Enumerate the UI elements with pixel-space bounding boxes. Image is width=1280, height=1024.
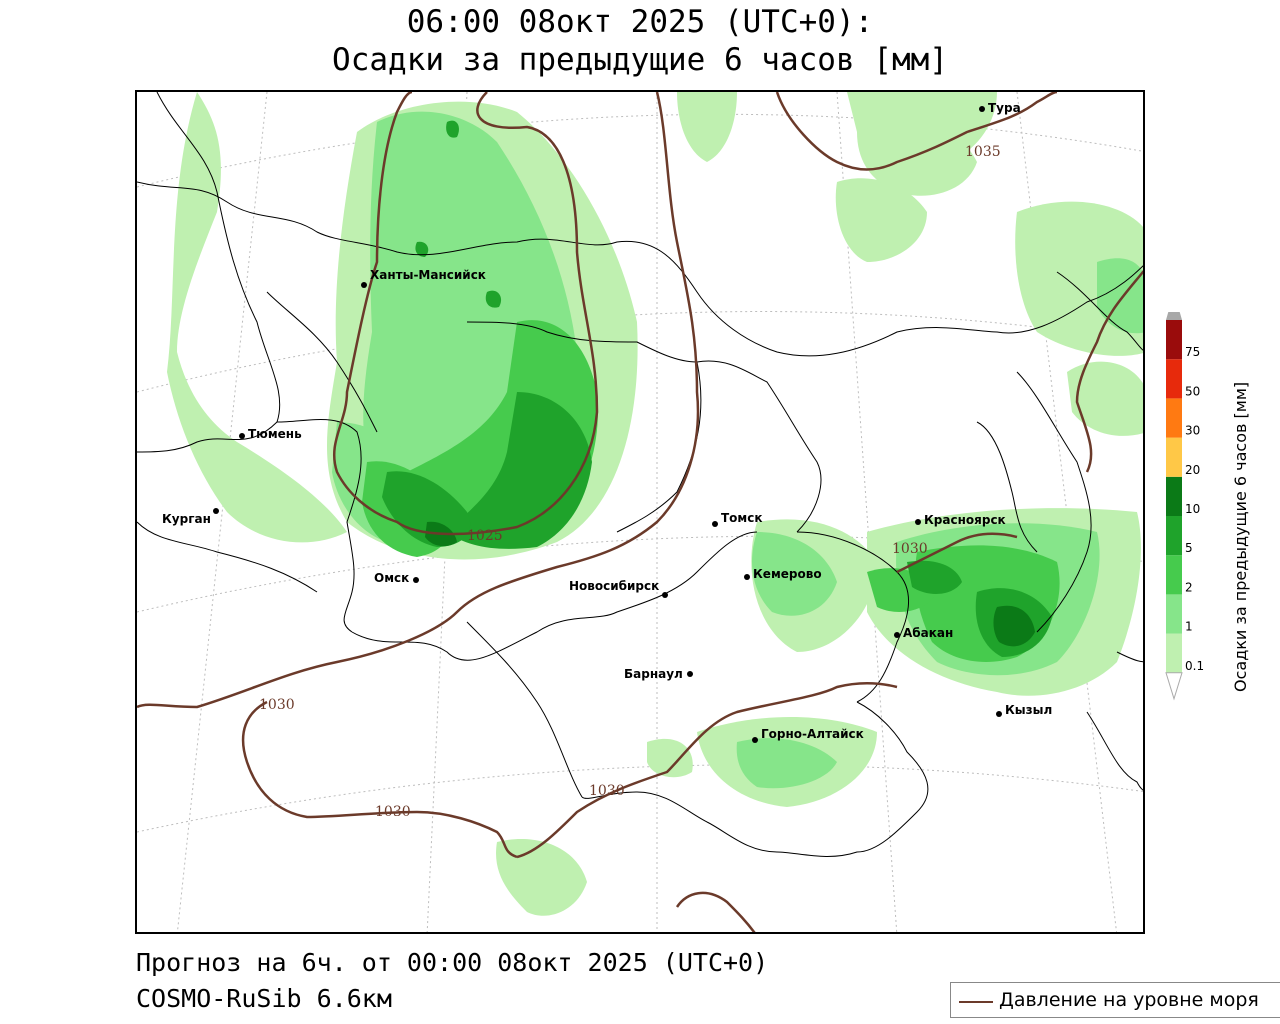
colorbar-tick-label: 30 [1185,424,1200,438]
isobar-labels: 1035 1025 1030 1030 1030 1030 [259,144,1001,820]
colorbar-title: Осадки за предыдущие 6 часов [мм] [1231,382,1250,692]
colorbar-tick-label: 50 [1185,384,1200,398]
colorbar-tick-label: 20 [1185,463,1200,477]
colorbar-block [1166,633,1182,673]
precipitation-field [167,92,1143,916]
colorbar-over-arrow [1166,312,1182,320]
cities: Тура Ханты-Мансийск Тюмень Курган Омск Т… [162,101,1052,743]
colorbar-tick-label: 2 [1185,580,1193,594]
colorbar: 0.1 1 2 5 10 20 30 50 75 [1165,312,1204,701]
city-marker: Курган [162,508,219,526]
isobar-label: 1030 [589,783,625,799]
colorbar-under-arrow [1165,672,1183,701]
region-borders [137,92,1143,857]
isobar-label: 1030 [259,697,295,713]
colorbar-block [1166,516,1182,556]
city-marker: Ханты-Мансийск [361,268,486,288]
city-name: Омск [374,571,409,585]
svg-text:Осадки за предыдущие 6 часов [: Осадки за предыдущие 6 часов [мм] [1231,382,1250,692]
city-marker: Барнаул [624,667,693,681]
colorbar-tick-label: 0.1 [1185,659,1204,673]
colorbar-block [1166,476,1182,516]
city-name: Ханты-Мансийск [370,268,486,282]
isobar-label: 1030 [892,541,928,557]
isobar-label: 1025 [467,528,503,544]
city-marker: Новосибирск [569,579,668,598]
city-name: Тюмень [248,427,302,441]
precipitation-map: 1035 1025 1030 1030 1030 1030 Тура Ханты… [135,90,1145,934]
forecast-info: Прогноз на 6ч. от 00:00 08окт 2025 (UTC+… [136,948,769,977]
city-name: Красноярск [924,513,1006,527]
city-marker: Тюмень [239,427,302,441]
pressure-legend: Давление на уровне моря [950,982,1280,1018]
city-name: Кызыл [1005,703,1052,717]
city-name: Тура [988,101,1021,115]
colorbar-block [1166,437,1182,477]
city-name: Барнаул [624,667,683,681]
colorbar-blocks [1165,312,1183,701]
model-name: COSMO-RuSib 6.6км [136,984,392,1013]
city-name: Томск [721,511,763,525]
city-marker: Горно-Алтайск [752,727,864,743]
city-marker: Кемерово [744,567,822,581]
city-marker: Томск [712,511,763,527]
isobar-label: 1030 [375,804,411,820]
isobars [137,92,1143,932]
city-name: Кемерово [753,567,822,581]
colorbar-block [1166,555,1182,595]
colorbar-tick-label: 10 [1185,502,1200,516]
city-name: Новосибирск [569,579,659,593]
city-marker: Абакан [894,626,953,640]
city-name: Абакан [903,626,953,640]
city-name: Курган [162,512,211,526]
colorbar-tick-label: 5 [1185,541,1193,555]
colorbar-block [1166,320,1182,360]
map-canvas: 1035 1025 1030 1030 1030 1030 Тура Ханты… [137,92,1143,932]
pressure-legend-label: Давление на уровне моря [999,989,1259,1011]
map-title-time: 06:00 08окт 2025 (UTC+0): [406,4,874,40]
city-marker: Тура [979,101,1021,115]
colorbar-ticks: 0.1 1 2 5 10 20 30 50 75 [1185,345,1204,673]
city-marker: Кызыл [996,703,1052,717]
colorbar-tick-label: 75 [1185,345,1200,359]
city-marker: Красноярск [915,513,1006,527]
pressure-line-swatch [959,1001,993,1003]
city-marker: Омск [374,571,419,585]
colorbar-block [1166,359,1182,399]
isobar-label: 1035 [965,144,1001,160]
colorbar-tick-label: 1 [1185,620,1193,634]
colorbar-block [1166,398,1182,438]
colorbar-block [1166,594,1182,634]
city-name: Горно-Алтайск [761,727,864,741]
map-title-variable: Осадки за предыдущие 6 часов [мм] [332,42,948,78]
